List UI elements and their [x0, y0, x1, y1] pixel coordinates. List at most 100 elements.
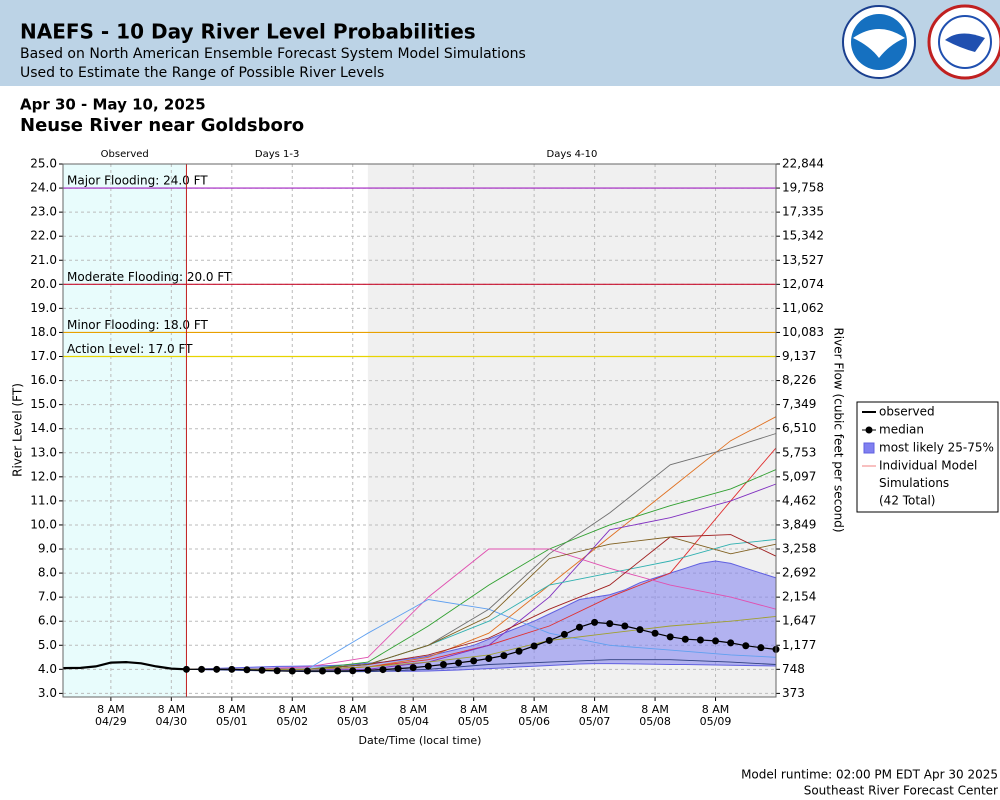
plot-frame: [62, 163, 777, 698]
y-tick-label: 9.0: [38, 542, 57, 556]
y2-tick-label: 6,510: [782, 421, 816, 435]
x-tick-label: 05/08: [639, 715, 671, 728]
y2-tick-label: 5,753: [782, 445, 816, 459]
y-tick-label: 7.0: [38, 590, 57, 604]
x-tick-label: 04/29: [95, 715, 127, 728]
noaa-logo: [842, 5, 916, 79]
member-line: [186, 548, 777, 670]
plot: Observed Days 1-3 Days 4-10 3.0 373 4.0 748 5.0…: [30, 149, 824, 728]
x-tick-label: 05/01: [216, 715, 248, 728]
period-label: Days 4-10: [547, 149, 598, 160]
y-tick-label: 6.0: [38, 614, 57, 628]
median-point: [485, 654, 493, 662]
median-point: [606, 620, 614, 628]
threshold-label: Action Level: 17.0 FT: [67, 342, 193, 356]
period-band: [186, 164, 368, 697]
header-subtitle: Based on North American Ensemble Forecas…: [20, 46, 526, 62]
x-tick-label: 04/30: [155, 715, 187, 728]
median-point: [394, 665, 402, 673]
x-axis-title: Date/Time (local time): [359, 734, 482, 747]
period-label: Days 1-3: [255, 149, 299, 160]
y2-tick-label: 19,758: [782, 181, 824, 195]
x-tick-label: 8 AM: [218, 703, 246, 716]
period-label: Observed: [101, 149, 149, 160]
legend-label: Simulations: [879, 476, 949, 490]
y-tick-label: 18.0: [30, 325, 57, 339]
y2-tick-label: 5,097: [782, 469, 816, 483]
median-point: [470, 657, 478, 665]
median-point: [379, 666, 387, 674]
legend-label: (42 Total): [879, 494, 935, 508]
x-tick-label: 8 AM: [520, 703, 548, 716]
median-point: [258, 666, 266, 674]
footer-text: Model runtime: 02:00 PM EDT Apr 30 2025: [741, 768, 998, 782]
median-point: [409, 664, 417, 672]
median-point: [560, 630, 568, 638]
period-band: [63, 164, 187, 697]
median-point: [319, 667, 327, 675]
median-point: [349, 667, 357, 675]
median-point: [545, 636, 553, 644]
header-subtitle: Used to Estimate the Range of Possible R…: [20, 65, 384, 81]
y2-tick-label: 373: [782, 686, 805, 700]
y2-tick-label: 10,083: [782, 325, 824, 339]
x-tick-label: 05/02: [276, 715, 308, 728]
y2-tick-label: 2,692: [782, 566, 816, 580]
y-tick-label: 22.0: [30, 229, 57, 243]
y2-tick-label: 2,154: [782, 590, 816, 604]
median-point: [243, 666, 251, 674]
y2-tick-label: 748: [782, 662, 805, 676]
x-tick-label: 05/06: [518, 715, 550, 728]
x-tick-label: 8 AM: [581, 703, 609, 716]
y-tick-label: 16.0: [30, 373, 57, 387]
legend-swatch: [863, 442, 875, 454]
x-tick-label: 8 AM: [460, 703, 488, 716]
y2-tick-label: 11,062: [782, 301, 824, 315]
y2-tick-label: 1,647: [782, 614, 816, 628]
x-tick-label: 8 AM: [97, 703, 125, 716]
median-line: [186, 621, 777, 672]
median-point: [681, 635, 689, 643]
y-tick-label: 23.0: [30, 205, 57, 219]
median-point: [334, 667, 342, 675]
y-axis-title: River Level (FT): [11, 383, 25, 477]
x-tick-label: 8 AM: [339, 703, 367, 716]
legend-swatch: [865, 426, 873, 434]
median-point: [651, 629, 659, 637]
median-point: [757, 644, 765, 652]
x-tick-label: 05/05: [458, 715, 490, 728]
y-tick-label: 8.0: [38, 566, 57, 580]
median-point: [621, 622, 629, 630]
median-point: [727, 639, 735, 647]
median-point: [712, 637, 720, 645]
y-tick-label: 25.0: [30, 157, 57, 171]
y2-tick-label: 15,342: [782, 229, 824, 243]
y2-tick-label: 17,335: [782, 205, 824, 219]
y-tick-label: 24.0: [30, 181, 57, 195]
y2-tick-label: 8,226: [782, 373, 816, 387]
x-tick-label: 8 AM: [399, 703, 427, 716]
legend-box: [856, 401, 999, 513]
median-point: [742, 642, 750, 650]
threshold-label: Minor Flooding: 18.0 FT: [67, 318, 209, 332]
y2-axis-title: River Flow (cubic feet per second): [832, 327, 846, 532]
y2-tick-label: 3,258: [782, 542, 816, 556]
y-tick-label: 4.0: [38, 662, 57, 676]
y-tick-label: 17.0: [30, 349, 57, 363]
y2-tick-label: 13,527: [782, 253, 824, 267]
y2-tick-label: 22,844: [782, 157, 824, 171]
legend-label: observed: [879, 405, 935, 419]
x-tick-label: 05/03: [337, 715, 369, 728]
median-point: [213, 665, 221, 673]
median-point: [288, 667, 296, 675]
median-point: [228, 665, 236, 673]
median-point: [198, 665, 206, 673]
y-tick-label: 14.0: [30, 421, 57, 435]
footer-text: Southeast River Forecast Center: [804, 784, 998, 798]
y-tick-label: 10.0: [30, 517, 57, 531]
x-tick-label: 8 AM: [702, 703, 730, 716]
y2-tick-label: 7,349: [782, 397, 816, 411]
y-tick-label: 11.0: [30, 493, 57, 507]
y-tick-label: 19.0: [30, 301, 57, 315]
